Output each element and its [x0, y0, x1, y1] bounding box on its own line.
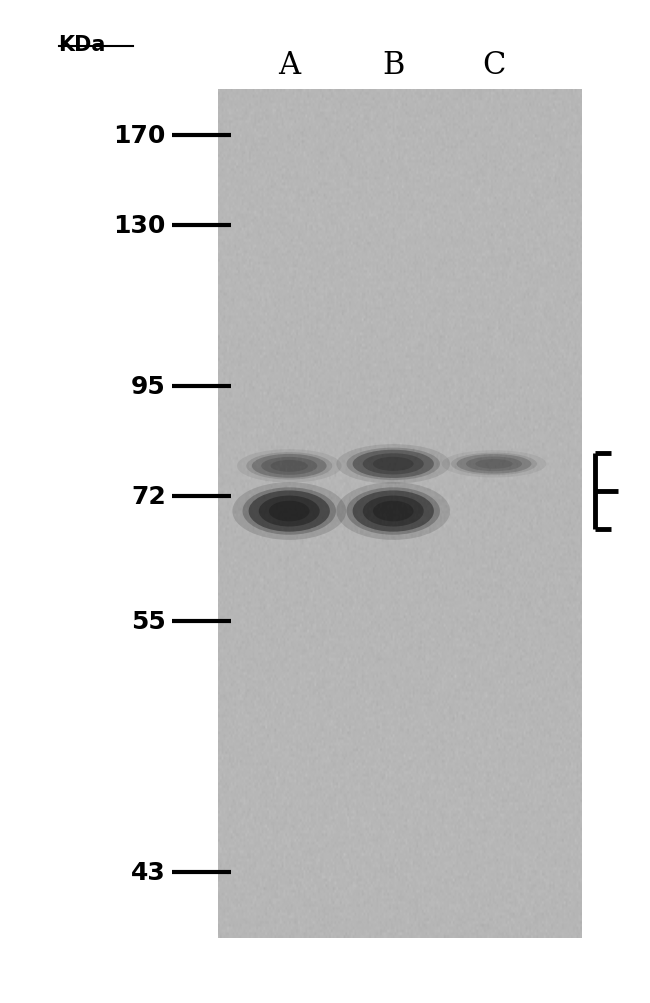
Ellipse shape: [237, 449, 342, 483]
Ellipse shape: [442, 450, 546, 478]
Ellipse shape: [337, 482, 450, 541]
Ellipse shape: [352, 490, 434, 533]
Ellipse shape: [475, 459, 513, 469]
Ellipse shape: [466, 457, 522, 471]
Text: C: C: [482, 50, 506, 80]
Ellipse shape: [373, 457, 413, 471]
Ellipse shape: [373, 502, 413, 522]
Ellipse shape: [248, 490, 330, 533]
Text: 170: 170: [113, 123, 166, 147]
Bar: [218, 90, 582, 938]
Ellipse shape: [269, 502, 309, 522]
Ellipse shape: [270, 460, 308, 472]
Ellipse shape: [352, 450, 434, 478]
Text: 95: 95: [131, 374, 166, 398]
Ellipse shape: [363, 453, 424, 475]
Ellipse shape: [261, 457, 317, 475]
Ellipse shape: [451, 453, 537, 475]
Ellipse shape: [246, 452, 332, 480]
Ellipse shape: [337, 444, 450, 484]
Ellipse shape: [363, 496, 424, 527]
Ellipse shape: [233, 482, 346, 541]
Text: A: A: [278, 50, 300, 80]
Ellipse shape: [259, 496, 320, 527]
Text: 72: 72: [131, 484, 166, 509]
Ellipse shape: [252, 454, 326, 478]
Ellipse shape: [346, 448, 440, 480]
Ellipse shape: [242, 487, 336, 536]
Ellipse shape: [456, 454, 532, 474]
Text: B: B: [382, 50, 404, 80]
Ellipse shape: [346, 487, 440, 536]
Text: 55: 55: [131, 610, 166, 634]
Text: 43: 43: [131, 861, 166, 885]
Text: 130: 130: [113, 214, 166, 238]
Text: KDa: KDa: [58, 35, 106, 55]
